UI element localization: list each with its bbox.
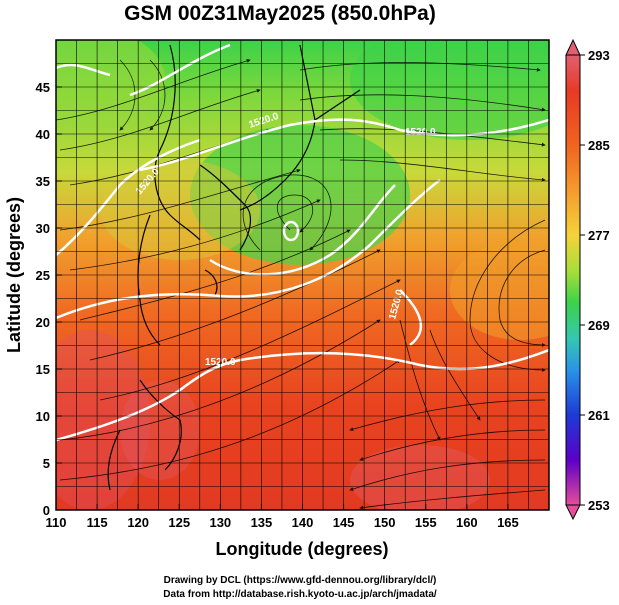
y-tick-label: 15: [36, 362, 50, 377]
x-tick-label: 155: [415, 515, 437, 530]
footer-data-credit: Data from http://database.rish.kyoto-u.a…: [163, 589, 437, 600]
colorbar-gradient: [565, 54, 581, 506]
colorbar-tick-label: 277: [588, 228, 610, 243]
coastlines: [107, 44, 361, 491]
y-tick-label: 40: [36, 127, 50, 142]
colorbar-tick-label: 261: [588, 408, 610, 423]
x-tick-label: 130: [209, 515, 231, 530]
y-tick-label: 5: [43, 456, 50, 471]
wind-streamlines: [56, 58, 546, 510]
x-tick-label: 110: [46, 515, 67, 530]
x-tick-label: 140: [292, 515, 314, 530]
y-tick-label: 20: [36, 315, 50, 330]
x-tick-label: 145: [333, 515, 355, 530]
grid-lines: [56, 40, 549, 510]
x-tick-label: 115: [87, 515, 108, 530]
y-tick-label: 30: [36, 221, 50, 236]
height-contours: [56, 43, 549, 442]
colorbar-tick-label: 253: [588, 498, 610, 513]
x-tick-label: 125: [168, 515, 190, 530]
colorbar-tick-label: 293: [588, 48, 610, 63]
x-tick-label: 120: [127, 515, 149, 530]
x-axis-label: Longitude (degrees): [215, 539, 388, 559]
y-tick-label: 25: [36, 268, 50, 283]
contour-label: 1520.0: [405, 127, 436, 138]
x-tick-label: 150: [374, 515, 396, 530]
plot-title: GSM 00Z31May2025 (850.0hPa): [124, 2, 436, 25]
colorbar-bottom-arrow: [565, 504, 581, 521]
y-axis-ticks: 0 5 10 15 20 25 30 35 40 45: [36, 80, 62, 518]
x-tick-label: 135: [251, 515, 273, 530]
x-tick-label: 165: [497, 515, 519, 530]
colorbar-top-arrow: [565, 38, 581, 56]
colorbar-tick-label: 285: [588, 138, 610, 153]
y-tick-label: 45: [36, 80, 50, 95]
y-tick-label: 10: [36, 409, 50, 424]
footer-drawing-credit: Drawing by DCL (https://www.gfd-dennou.o…: [163, 575, 437, 586]
colorbar-tick-label: 269: [588, 318, 610, 333]
y-tick-label: 0: [43, 503, 50, 518]
x-axis-ticks: 110 115 120 125 130 135 140 145 150 155 160 165: [46, 504, 519, 530]
y-axis-label: Latitude (degrees): [4, 197, 24, 353]
colorbar: 293 285 277 269 261 253: [565, 38, 610, 521]
colorbar-ticks: 293 285 277 269 261 253: [580, 48, 610, 513]
y-tick-label: 35: [36, 174, 50, 189]
x-tick-label: 160: [456, 515, 478, 530]
